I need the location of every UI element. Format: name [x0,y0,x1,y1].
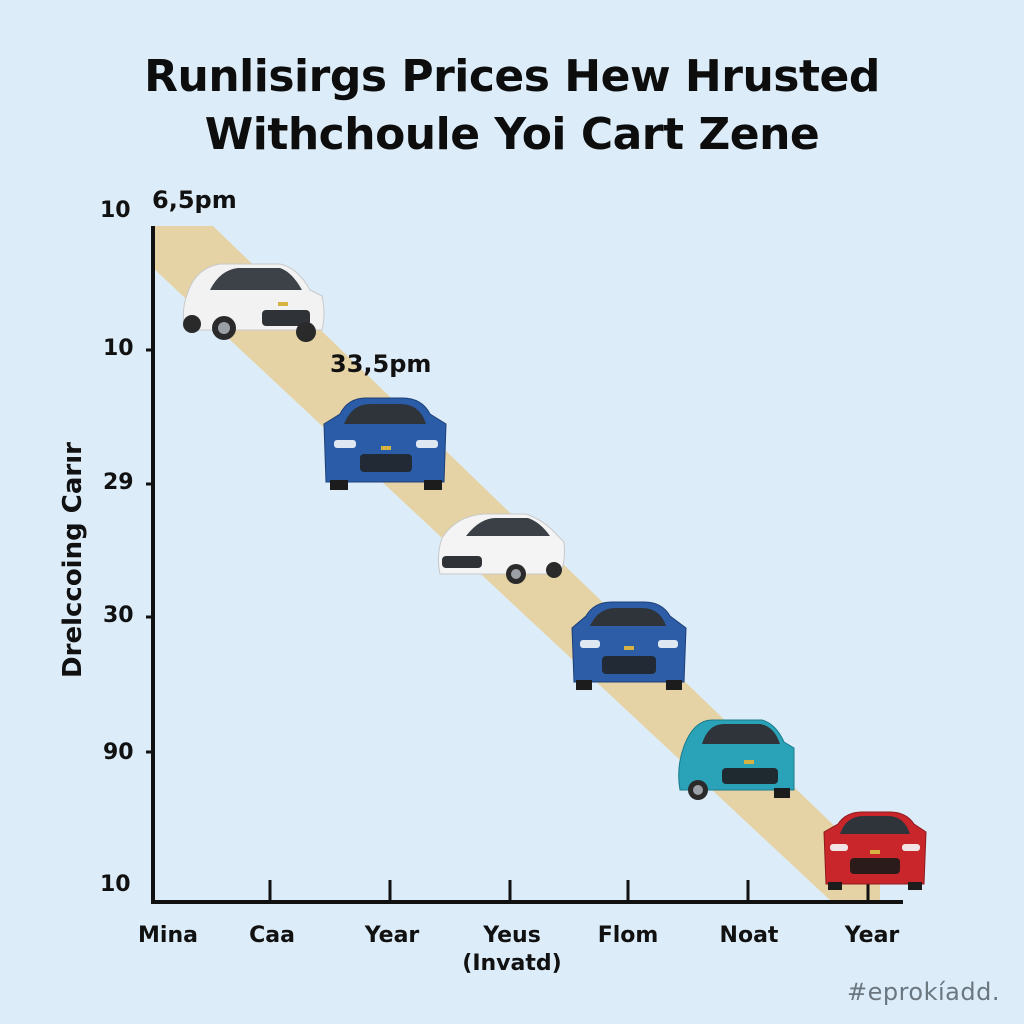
car-marker-blue-sedan-2 [571,601,687,690]
car-marker-teal-hatchback [678,719,795,800]
y-tick-label: 29 [103,470,134,495]
x-tick-label: Year [844,923,900,948]
y-tick-label: 10 [100,872,131,897]
car-marker-blue-sedan [323,397,447,490]
x-tick-label: Mina [138,923,198,948]
y-tick-label: 30 [103,603,134,628]
annotation-second-price: 33,5pm [330,350,432,378]
car-marker-white-sedan [437,513,565,584]
car-marker-red-sedan [823,811,927,890]
chart-title-line-2: Withchoule Yoi Cart Zene [204,109,820,160]
car-marker-white-hatchback [182,263,325,342]
y-tick-label: 10 [100,198,131,223]
y-tick-label: 90 [103,740,134,765]
x-tick-label: Year [364,923,420,948]
x-tick-label: Caa [249,923,295,948]
x-tick-label: Yeus (Invatd) [462,923,562,976]
x-tick-label: Flom [597,923,659,948]
watermark: #eprokíadd. [846,978,1000,1006]
chart-title-line-1: Runlisirgs Prices Hew Hrusted [144,51,880,102]
x-tick-marks [268,880,870,902]
y-tick-label: 10 [103,336,134,361]
chart-title: Runlisirgs Prices Hew Hrusted Withchoule… [0,48,1024,164]
annotation-top-price: 6,5pm [152,186,237,214]
y-tick-marks [146,348,153,754]
y-axis-label: Drelccoing Carır [58,442,88,678]
x-tick-label: Noat [719,923,779,948]
